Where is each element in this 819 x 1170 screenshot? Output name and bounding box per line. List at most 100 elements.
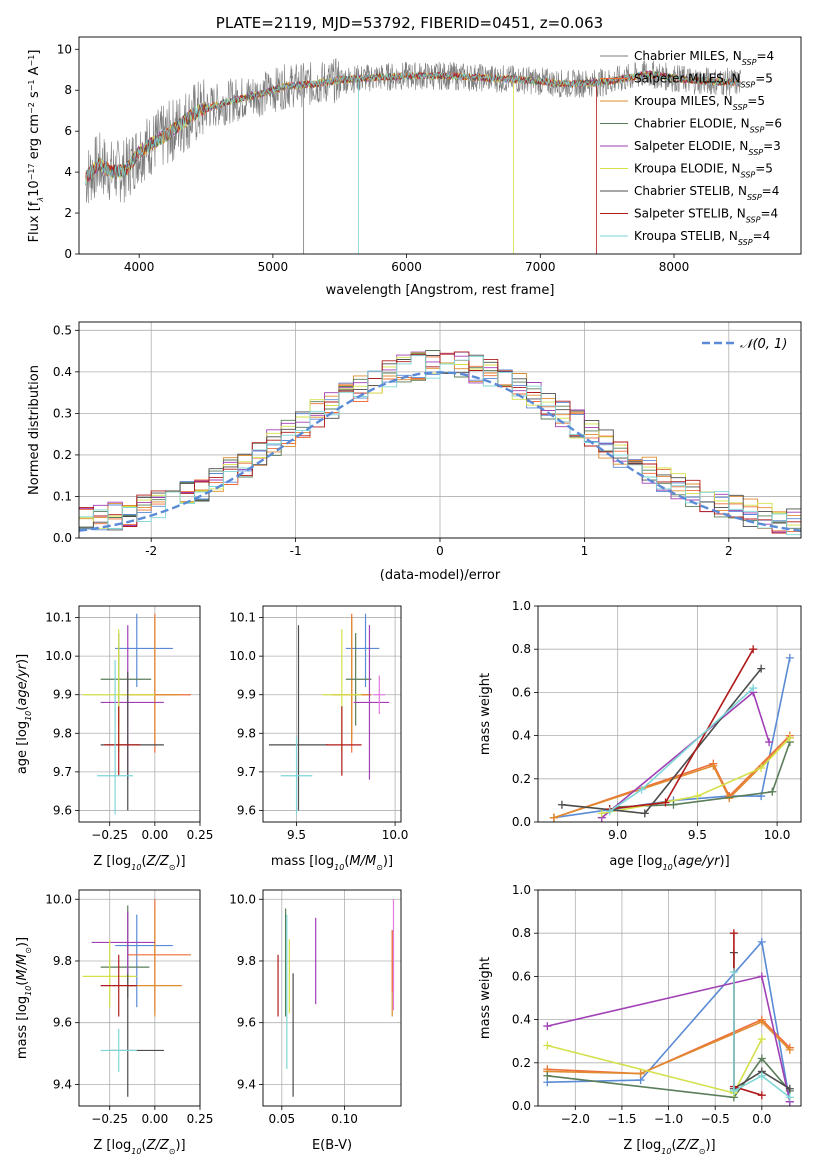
- y-axis-label: age [log10(age/yr)]: [15, 654, 33, 774]
- y-tick-label: 10.0: [229, 649, 256, 663]
- weight-marker: [785, 733, 794, 742]
- y-tick-label: 10.0: [45, 649, 72, 663]
- x-tick-label: 1: [581, 544, 589, 558]
- y-tick-label: 9.4: [237, 1077, 256, 1091]
- weight-marker: [597, 809, 606, 818]
- x-tick-label: 0.25: [187, 828, 214, 842]
- y-tick-label: 10.1: [229, 611, 256, 625]
- axes-frame: [78, 36, 802, 255]
- weight-marker: [757, 1017, 766, 1026]
- y-tick-label: 0.4: [512, 1013, 531, 1027]
- weight-marker: [757, 1035, 766, 1044]
- panel-weight_vs_age: 9.0 9.5 10.0 0.0 0.2 0.4 0.6 0.8 1.0 age [log10(a…: [478, 599, 802, 872]
- errorbars: [277, 899, 395, 1097]
- panel-mass_vs_ebv: 0.05 0.10 9.4 9.6 9.8 10.0: [229, 889, 402, 1126]
- errorbar-point: [280, 737, 313, 815]
- weight-marker: [640, 809, 649, 818]
- x-tick-label: 5000: [258, 260, 289, 274]
- x-tick-label: 2: [725, 544, 733, 558]
- legend-label: Chabrier ELODIE, NSSP=6: [634, 117, 782, 135]
- y-tick-label: 0.6: [512, 685, 531, 699]
- y-tick-label: 9.8: [53, 954, 72, 968]
- y-tick-label: 0.2: [53, 448, 72, 462]
- x-tick-label: −1.5: [607, 1112, 636, 1126]
- y-tick-label: 0.8: [512, 642, 531, 656]
- errorbar-point: [115, 914, 173, 1008]
- legend-label: Chabrier MILES, NSSP=4: [634, 49, 774, 67]
- errorbars: [82, 613, 191, 815]
- weight-marker: [785, 653, 794, 662]
- x-tick-label: 0.10: [331, 1112, 358, 1126]
- axes-frame: [78, 889, 201, 1107]
- x-tick-label: -1: [290, 544, 302, 558]
- errorbar-point: [345, 633, 372, 726]
- weight-marker: [543, 1071, 552, 1080]
- y-tick-label: 10: [57, 42, 72, 56]
- x-tick-label: 9.5: [688, 828, 707, 842]
- errorbar-point: [100, 905, 150, 998]
- errorbar-point: [82, 939, 137, 1008]
- legend-label: Kroupa ELODIE, NSSP=5: [634, 162, 773, 180]
- y-tick-label: 9.6: [237, 803, 256, 817]
- weight-marker: [543, 1022, 552, 1031]
- panel-mass_vs_Z: −0.25 0.00 0.25 9.4 9.6 9.8 10.0 Z [log10(Z/Z⊙)…: [15, 889, 213, 1156]
- errorbar-point: [91, 911, 155, 974]
- weight-marker: [757, 1091, 766, 1100]
- weight-line: [547, 1038, 763, 1094]
- weight-marker: [765, 738, 774, 747]
- y-tick-label: 10.0: [229, 892, 256, 906]
- figure-title: PLATE=2119, MJD=53792, FIBERID=0451, z=0…: [216, 14, 603, 32]
- weight-line: [561, 668, 762, 815]
- y-tick-label: 9.6: [237, 1016, 256, 1030]
- spectrum-lines: [85, 58, 741, 254]
- errorbar-point: [268, 625, 329, 811]
- y-tick-label: 9.8: [237, 726, 256, 740]
- y-tick-label: 9.9: [237, 688, 256, 702]
- weight-marker: [729, 968, 738, 977]
- y-tick-label: 4: [64, 165, 72, 179]
- legend-label: 𝒩(0, 1): [740, 337, 787, 352]
- x-axis-label: age [log10(age/yr)]: [609, 854, 729, 872]
- y-tick-label: 8: [64, 83, 72, 97]
- x-tick-label: 8000: [659, 260, 690, 274]
- y-tick-label: 6: [64, 124, 72, 138]
- y-tick-label: 0.5: [53, 323, 72, 337]
- y-tick-label: 0.2: [512, 772, 531, 786]
- x-tick-label: −0.5: [701, 1112, 730, 1126]
- panel-weight_vs_Z: −2.0 −1.5 −1.0 −0.5 0.0 0.0 0.2 0.4 0.6 0.8 1.0 Z […: [478, 883, 802, 1156]
- x-tick-label: 0.05: [268, 1112, 295, 1126]
- legend: Chabrier MILES, NSSP=4 Salpeter MILES, NS…: [600, 49, 782, 247]
- errorbar-point: [353, 625, 390, 780]
- x-tick-label: −2.0: [561, 1112, 590, 1126]
- panel-age_vs_Z: −0.25 0.00 0.25 9.6 9.7 9.8 9.9 10.0 10.1 Z [log1…: [15, 605, 214, 872]
- x-tick-label: 9.0: [608, 828, 627, 842]
- weight-marker: [729, 1086, 738, 1095]
- x-axis-label: (data-model)/error: [380, 568, 501, 583]
- errorbar-point: [100, 633, 152, 726]
- y-tick-label: 9.9: [53, 688, 72, 702]
- weight-line: [609, 648, 754, 810]
- errorbar-point: [100, 954, 137, 1017]
- y-tick-label: 0.4: [53, 365, 72, 379]
- y-tick-label: 9.7: [237, 765, 256, 779]
- axes-frame: [78, 605, 201, 823]
- weight-marker: [557, 800, 566, 809]
- errorbar-point: [345, 613, 380, 687]
- weight-line: [733, 972, 791, 1099]
- weight-marker: [669, 800, 678, 809]
- weight-marker: [757, 1071, 766, 1080]
- x-tick-label: 0.00: [141, 1112, 168, 1126]
- x-axis-label: Z [log10(Z/Z⊙)]: [623, 1138, 715, 1156]
- y-tick-label: 9.8: [237, 954, 256, 968]
- y-tick-label: 9.7: [53, 765, 72, 779]
- axes-frame: [262, 605, 402, 823]
- x-tick-label: 10.0: [382, 828, 409, 842]
- y-tick-label: 10.0: [45, 892, 72, 906]
- axes-frame: [262, 889, 402, 1107]
- y-tick-label: 1.0: [512, 883, 531, 897]
- errorbar-point: [97, 660, 134, 815]
- y-tick-label: 10.1: [45, 611, 72, 625]
- weight-marker: [749, 684, 758, 693]
- y-axis-label: mass weight: [478, 957, 493, 1039]
- legend-label: Chabrier STELIB, NSSP=4: [634, 184, 779, 202]
